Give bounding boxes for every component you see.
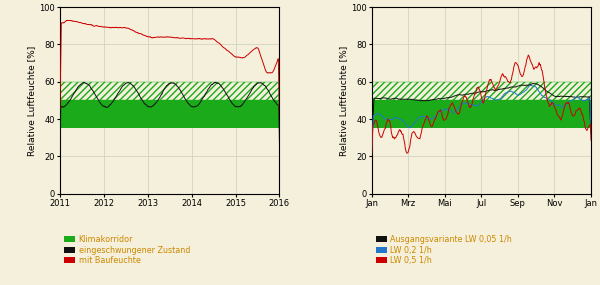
Bar: [371, 82, 591, 101]
Bar: [60, 101, 280, 129]
Legend: Ausgangsvariante LW 0,05 1/h, LW 0,2 1/h, LW 0,5 1/h: Ausgangsvariante LW 0,05 1/h, LW 0,2 1/h…: [376, 235, 512, 265]
Y-axis label: Relative Luftfeuchte [%]: Relative Luftfeuchte [%]: [339, 45, 348, 156]
Bar: [371, 101, 591, 129]
Y-axis label: Relative Luftfeuchte [%]: Relative Luftfeuchte [%]: [28, 45, 37, 156]
Bar: [60, 82, 280, 101]
Legend: Klimakorridor, eingeschwungener Zustand, mit Baufeuchte: Klimakorridor, eingeschwungener Zustand,…: [64, 235, 190, 265]
